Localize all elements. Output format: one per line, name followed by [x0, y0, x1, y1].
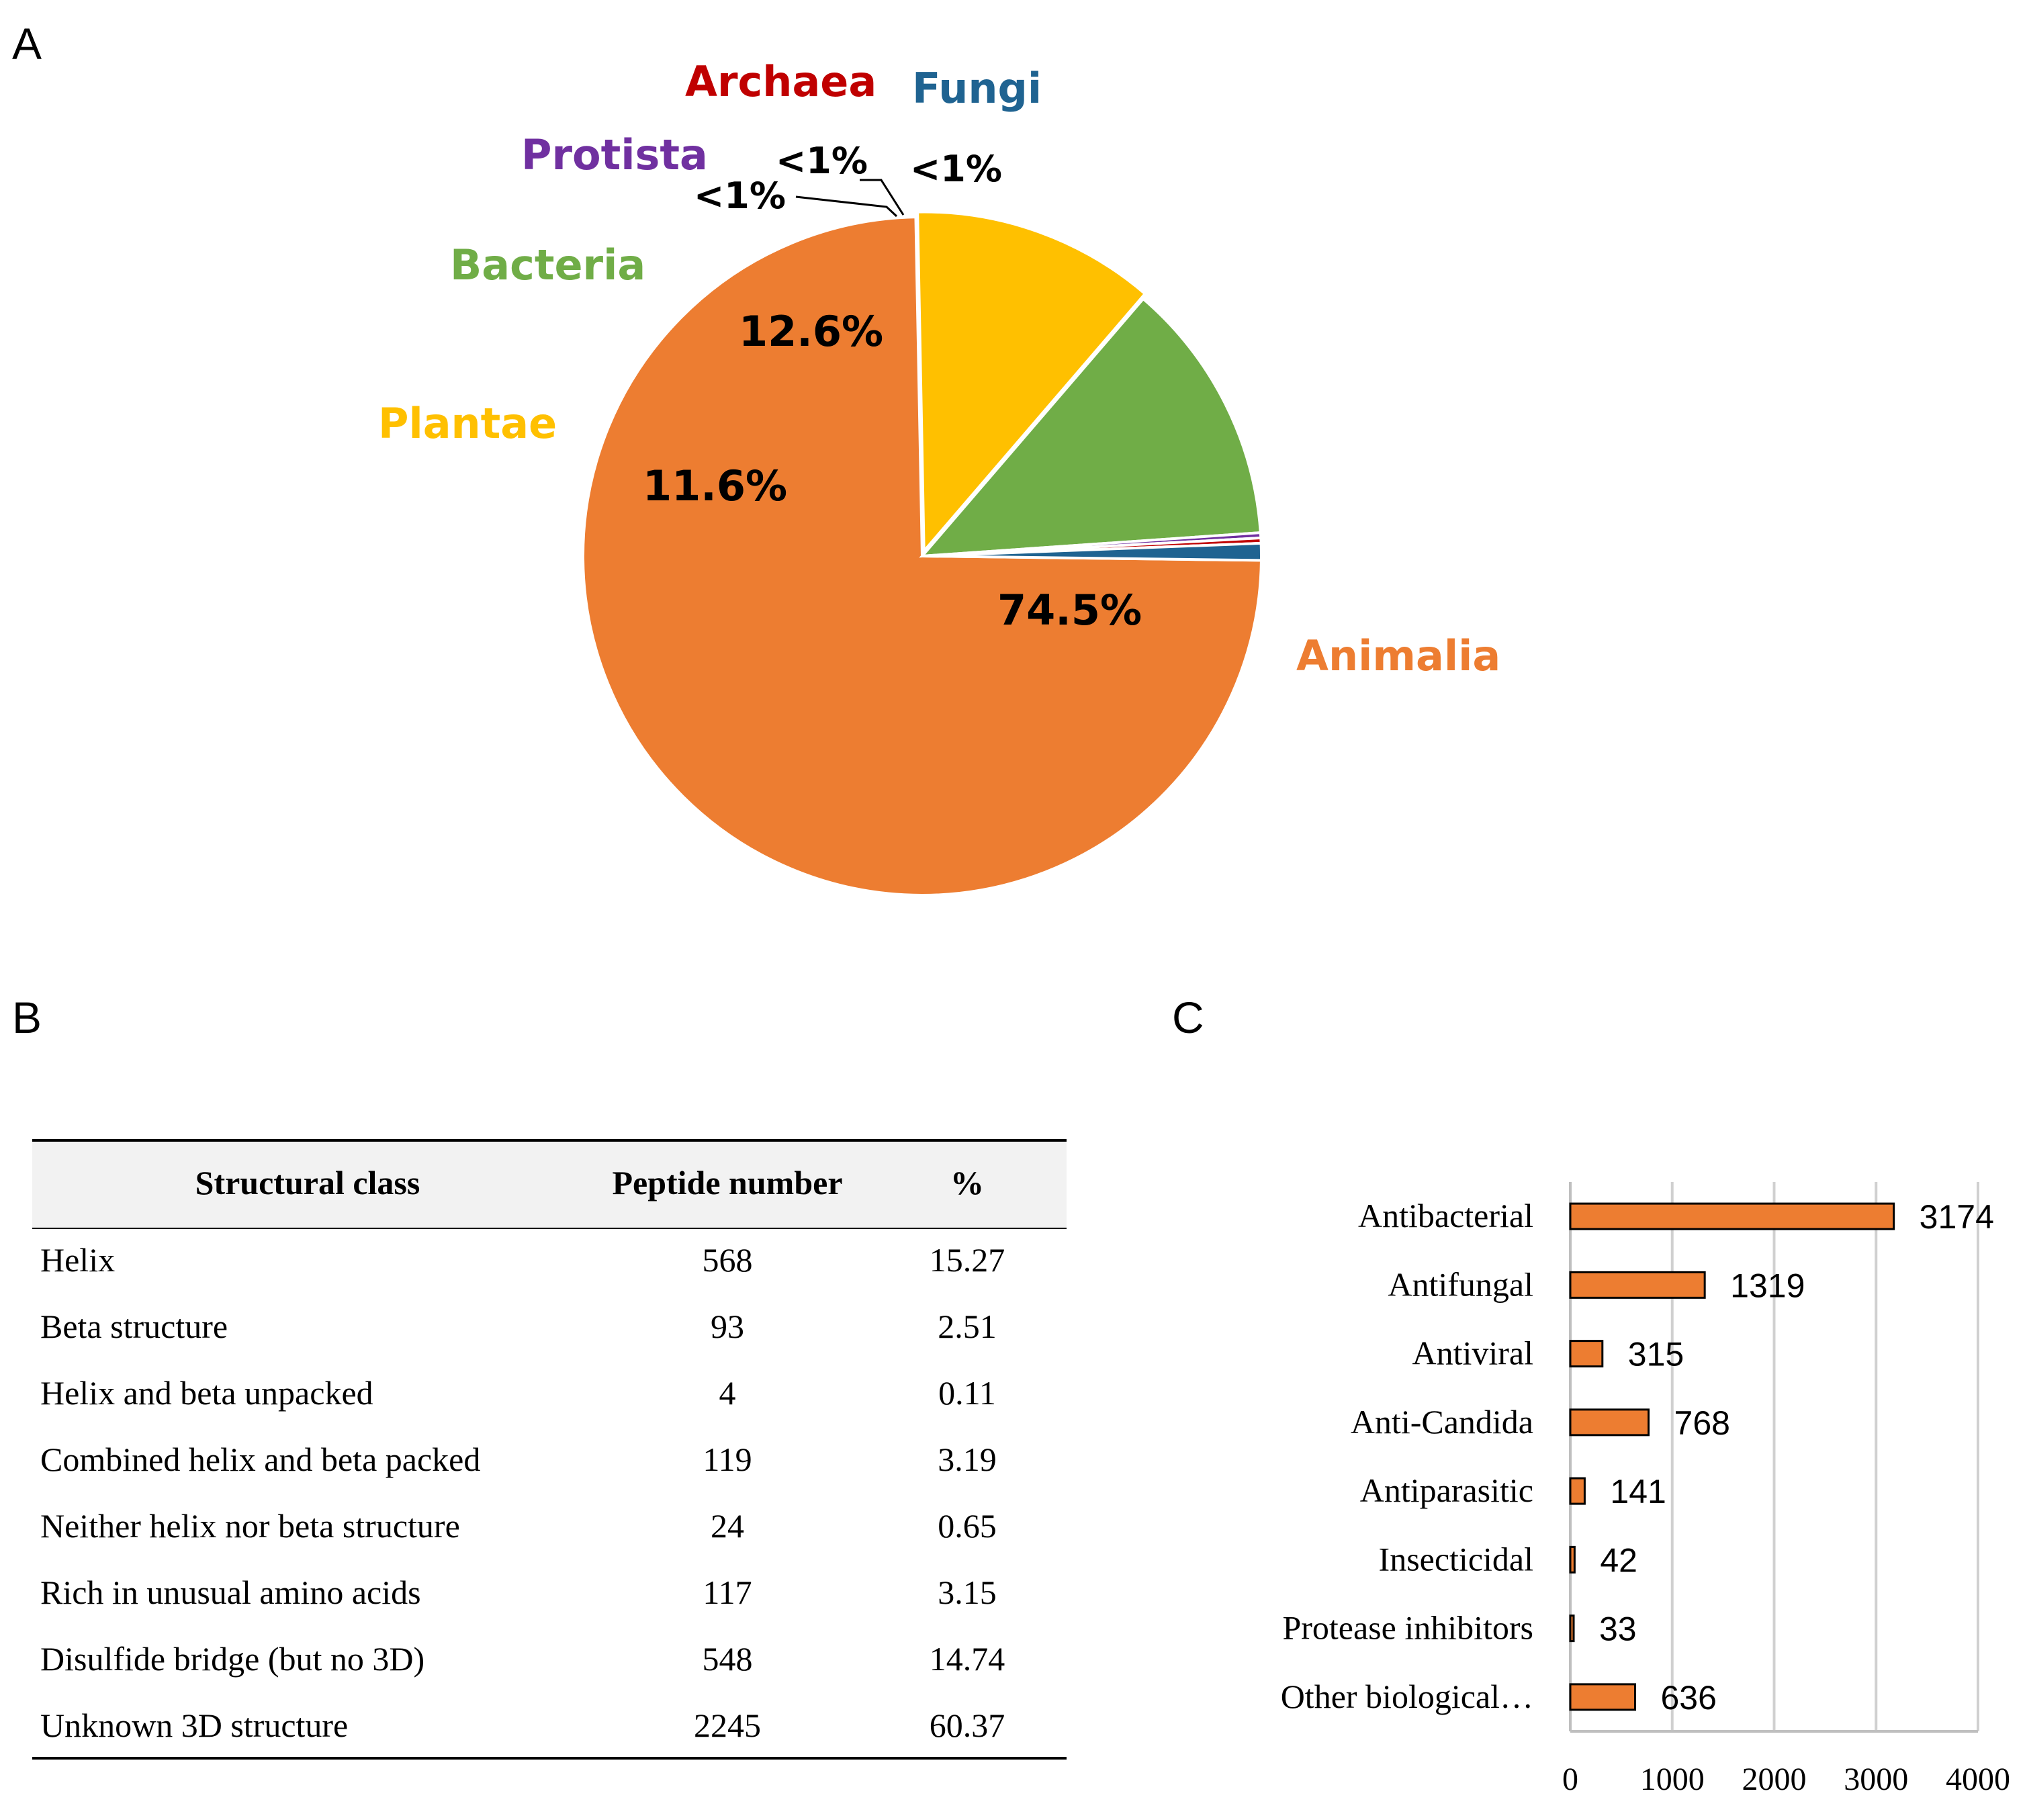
table-cell-peptide-number: 119 [703, 1441, 752, 1478]
pie-slice-fungi [921, 541, 1263, 562]
table-row: Unknown 3D structure 2245 60.37 [40, 1707, 1005, 1744]
table-cell-peptide-number: 93 [711, 1308, 744, 1345]
table-header-structural-class: Structural class [195, 1164, 420, 1201]
bar-antibacterial [1569, 1202, 1895, 1230]
table-header-percent: % [950, 1164, 984, 1201]
leader-line-archaea [860, 179, 905, 216]
pie-category-bacteria: Bacteria [450, 240, 645, 289]
table-row: Combined helix and beta packed 119 3.19 [40, 1441, 997, 1478]
panel-letter-c: C [1172, 993, 1204, 1042]
table-cell-structural-class: Rich in unusual amino acids [40, 1574, 421, 1611]
table-cell-percent: 2.51 [938, 1308, 997, 1345]
pie-value-protista: <1% [694, 175, 786, 217]
structural-class-table: Structural class Peptide number % Helix 5… [32, 1139, 1067, 1760]
pie-category-animalia: Animalia [1296, 631, 1500, 680]
bar-chart: 0 1000 2000 3000 4000 Antibacterial 3174 Antifu… [1281, 1182, 2010, 1797]
bar-antiparasitic [1569, 1477, 1586, 1505]
table-cell-percent: 3.19 [938, 1441, 997, 1478]
table-cell-structural-class: Unknown 3D structure [40, 1707, 348, 1744]
bar-category-label: Antifungal [1388, 1265, 1533, 1303]
pie-category-protista: Protista [521, 130, 708, 179]
table-row: Helix 568 15.27 [40, 1241, 1005, 1279]
bar-insecticidal [1569, 1545, 1576, 1574]
bar-value-label: 42 [1600, 1541, 1637, 1579]
bar-antiviral [1569, 1340, 1604, 1368]
pie-value-animalia: 74.5% [997, 586, 1142, 635]
table-row: Rich in unusual amino acids 117 3.15 [40, 1574, 997, 1611]
table-header-background [32, 1142, 1067, 1228]
bar-category-label: Other biological… [1281, 1678, 1533, 1715]
bar-category-label: Antibacterial [1358, 1197, 1533, 1234]
bar-antifungal [1569, 1271, 1706, 1299]
bar-value-label: 636 [1661, 1679, 1717, 1717]
leader-line-protista [795, 195, 898, 218]
pie-category-fungi: Fungi [912, 64, 1042, 113]
table-cell-percent: 3.15 [938, 1574, 997, 1611]
table-cell-percent: 0.65 [938, 1507, 997, 1545]
table-cell-peptide-number: 4 [719, 1374, 736, 1412]
bar-category-label: Antiparasitic [1360, 1471, 1533, 1509]
bar-value-label: 768 [1674, 1404, 1730, 1442]
table-cell-percent: 15.27 [930, 1241, 1005, 1279]
pie-slice-bacteria [919, 297, 1262, 558]
bar-category-label: Protease inhibitors [1282, 1609, 1533, 1647]
pie-category-archaea: Archaea [685, 57, 876, 106]
table-body: Helix 568 15.27 Beta structure 93 2.51 Helix a… [40, 1241, 1005, 1744]
bar-value-label: 141 [1610, 1473, 1666, 1510]
pie-chart [582, 210, 1263, 897]
table-row: Beta structure 93 2.51 [40, 1308, 997, 1345]
pie-category-plantae: Plantae [378, 399, 557, 448]
table-cell-peptide-number: 568 [703, 1241, 753, 1279]
table-row: Neither helix nor beta structure 24 0.65 [40, 1507, 997, 1545]
table-cell-structural-class: Helix and beta unpacked [40, 1374, 373, 1412]
bar-other-biological [1569, 1683, 1637, 1711]
table-cell-peptide-number: 24 [711, 1507, 744, 1545]
table-row: Helix and beta unpacked 4 0.11 [40, 1374, 996, 1412]
table-header-peptide-number: Peptide number [612, 1164, 842, 1201]
table-cell-percent: 0.11 [938, 1374, 996, 1412]
bar-value-label: 3174 [1920, 1198, 1994, 1236]
table-cell-peptide-number: 117 [703, 1574, 752, 1611]
table-cell-percent: 60.37 [930, 1707, 1005, 1744]
bar-protease-inhibitors [1569, 1614, 1575, 1643]
table-cell-structural-class: Helix [40, 1241, 115, 1279]
x-tick-label: 0 [1562, 1762, 1578, 1797]
x-tick-label: 2000 [1742, 1762, 1807, 1797]
bar-category-label: Anti-Candida [1351, 1403, 1533, 1441]
pie-value-plantae: 11.6% [643, 461, 787, 510]
panel-letter-a: A [12, 19, 42, 69]
pie-value-archaea: <1% [776, 140, 868, 182]
table-cell-structural-class: Beta structure [40, 1308, 228, 1345]
x-tick-label: 3000 [1844, 1762, 1908, 1797]
table-cell-structural-class: Combined helix and beta packed [40, 1441, 480, 1478]
x-tick-label: 1000 [1640, 1762, 1705, 1797]
panel-letter-b: B [12, 993, 42, 1042]
bar-anti-candida [1569, 1408, 1650, 1437]
bar-value-label: 1319 [1730, 1267, 1805, 1304]
pie-value-bacteria: 12.6% [739, 307, 883, 356]
table-cell-peptide-number: 2245 [694, 1707, 761, 1744]
bar-category-label: Antiviral [1412, 1334, 1533, 1372]
pie-annotations: Animalia Plantae Bacteria Protista Archa… [378, 57, 1500, 680]
bar-value-label: 315 [1628, 1336, 1684, 1373]
table-cell-structural-class: Disulfide bridge (but no 3D) [40, 1640, 424, 1678]
table-cell-structural-class: Neither helix nor beta structure [40, 1507, 460, 1545]
x-tick-label: 4000 [1946, 1762, 2010, 1797]
bar-value-label: 33 [1599, 1610, 1637, 1648]
bar-category-label: Insecticidal [1379, 1540, 1533, 1578]
table-row: Disulfide bridge (but no 3D) 548 14.74 [40, 1640, 1005, 1678]
pie-value-fungi: <1% [910, 148, 1002, 190]
table-cell-percent: 14.74 [930, 1640, 1005, 1678]
pie-slice-plantae [916, 210, 1147, 555]
table-cell-peptide-number: 548 [703, 1640, 753, 1678]
